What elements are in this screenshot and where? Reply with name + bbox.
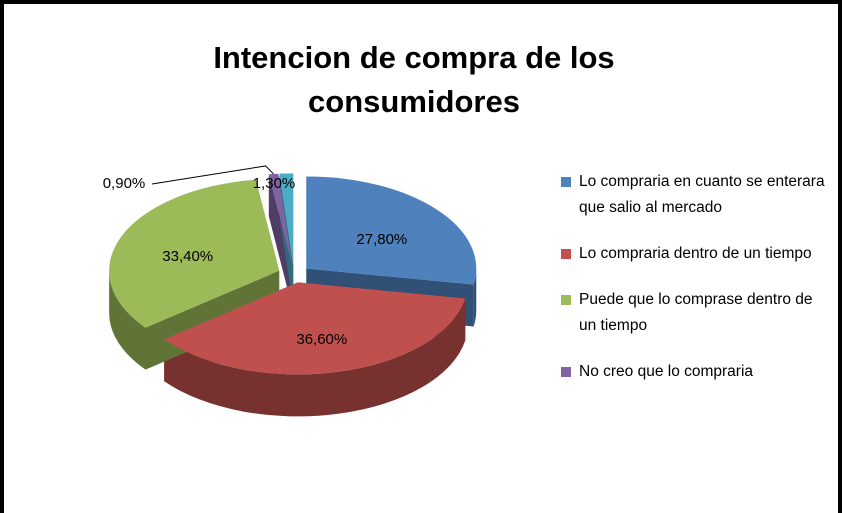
slice-wall (109, 270, 146, 370)
slice (279, 173, 294, 266)
slice (109, 179, 280, 328)
legend: Lo compraria en cuanto se enterara que s… (559, 169, 834, 405)
pie-area: 27,80% 36,60% 33,40% 0,90% 1,30% (103, 165, 477, 417)
slice-side (268, 174, 293, 308)
slice (164, 282, 466, 375)
legend-swatch (561, 295, 571, 305)
legend-label: No creo que lo compraria (579, 363, 754, 380)
legend-entry: Lo compraria en cuanto se enterara que s… (559, 169, 834, 221)
chart-title: Intencion de compra de los consumidores (213, 40, 615, 119)
leader-line (151, 165, 274, 185)
slice-wall (473, 268, 477, 327)
slice-wall (164, 298, 466, 417)
legend-swatch (561, 249, 571, 259)
legend-swatch (561, 367, 571, 377)
legend-swatch (561, 177, 571, 187)
data-label: 1,30% (253, 175, 296, 192)
legend-label: Lo compraria en cuanto se enterara que s… (579, 173, 825, 216)
legend-entry: Lo compraria dentro de un tiempo (559, 241, 834, 267)
slice (268, 173, 293, 266)
legend-entry: No creo que lo compraria (559, 359, 834, 385)
data-label: 0,90% (103, 175, 146, 192)
legend-entry: Puede que lo comprase dentro de un tiemp… (559, 287, 834, 339)
data-label: 36,60% (296, 331, 347, 348)
legend-label: Puede que lo comprase dentro de un tiemp… (579, 291, 813, 334)
data-label: 27,80% (356, 231, 407, 248)
data-label: 33,40% (162, 248, 213, 265)
slice (306, 176, 477, 285)
legend-label: Lo compraria dentro de un tiempo (579, 245, 812, 262)
